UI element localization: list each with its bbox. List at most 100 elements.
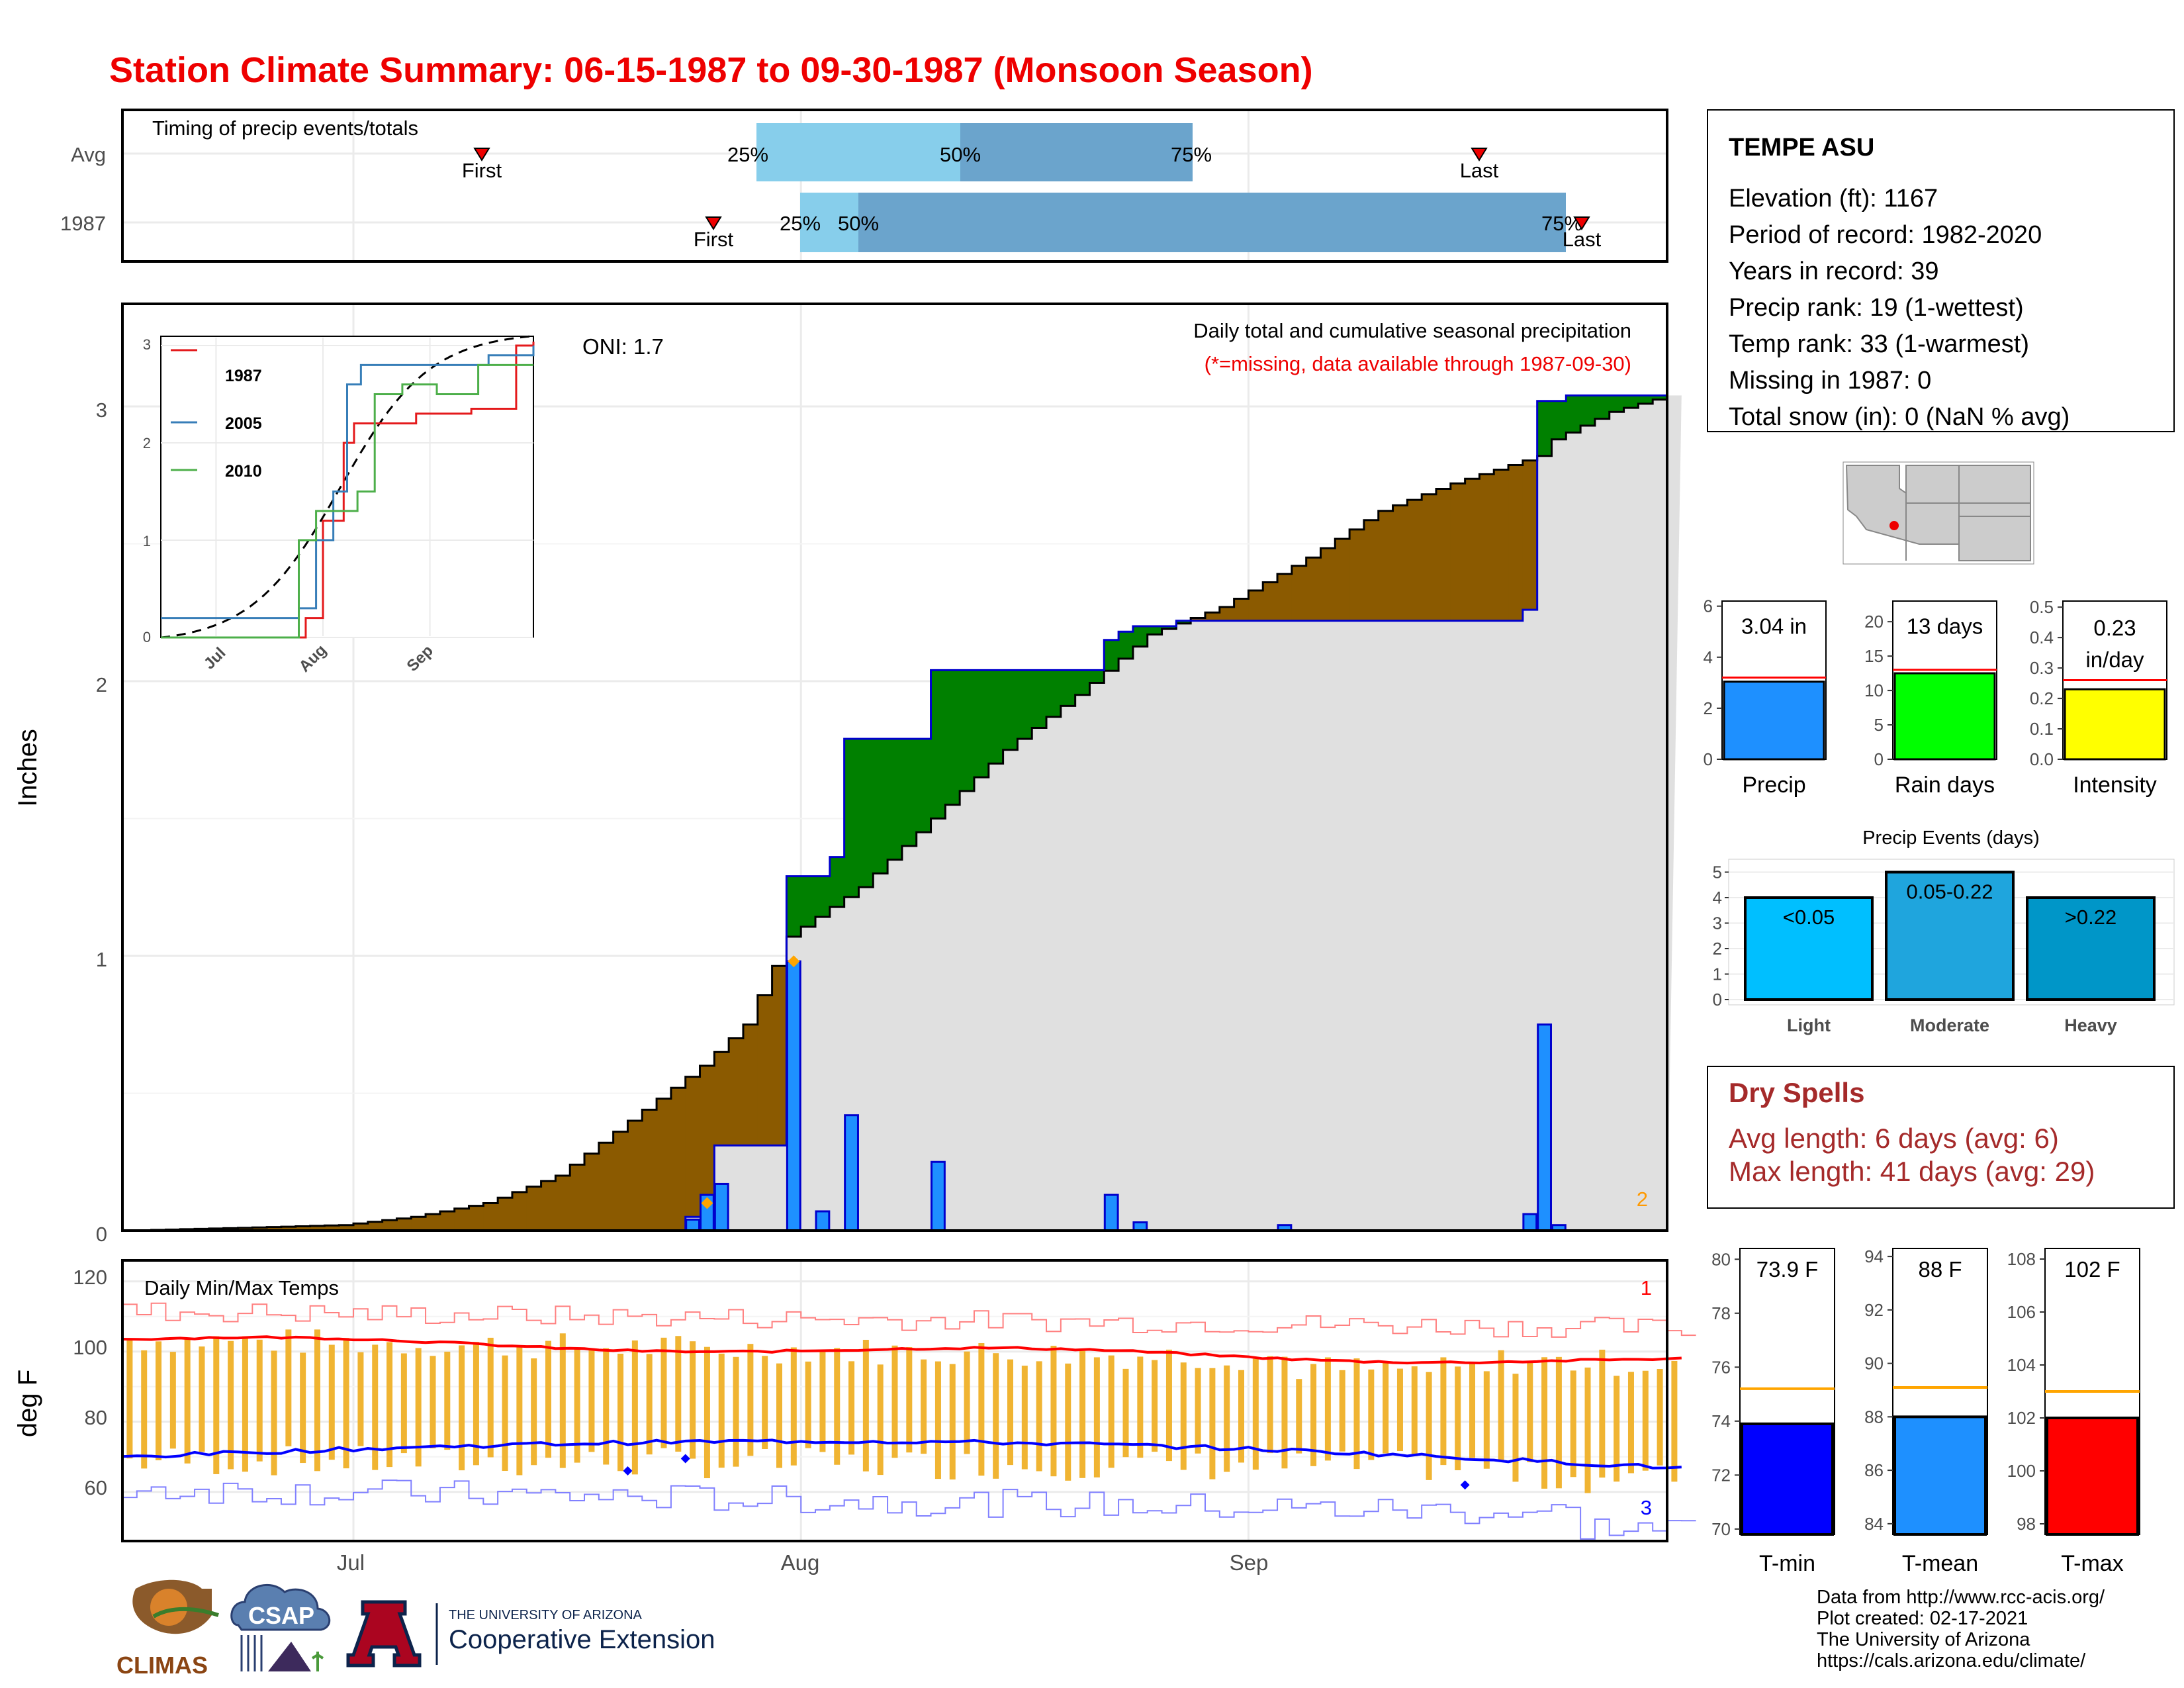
avg-first-marker	[473, 148, 490, 162]
surplus-segment	[1638, 395, 1653, 404]
daily-temp-bar	[199, 1346, 205, 1452]
surplus-segment	[931, 670, 946, 819]
events-tick-label: 5	[1713, 863, 1722, 882]
daily-temp-bar	[430, 1356, 436, 1448]
summary-bar-1	[1893, 672, 1996, 761]
temp-ytick-80: 80	[85, 1406, 107, 1429]
station-line-period: Period of record: 1982-2020	[1729, 221, 2042, 249]
precip-events-chart: Precip Events (days) 0 1 2 3 4 5 <0.05 Light 0.05…	[1713, 827, 2175, 1035]
daily-temp-bar	[1036, 1361, 1042, 1472]
surplus-segment	[1032, 670, 1047, 728]
events-bar-heavy	[2026, 896, 2156, 1001]
daily-temp-bar	[733, 1356, 739, 1467]
ua-line2: Cooperative Extension	[449, 1625, 715, 1654]
deficit-segment	[238, 1227, 253, 1231]
missing-note: (*=missing, data available through 1987-…	[1205, 352, 1631, 375]
deficit-segment	[570, 1164, 585, 1231]
deficit-segment	[1219, 606, 1235, 621]
daily-temp-bar	[1021, 1366, 1028, 1470]
climas-text: CLIMAS	[116, 1652, 208, 1679]
temp-summary-bar-2	[2046, 1417, 2139, 1536]
daily-temp-bar	[1209, 1368, 1216, 1479]
precip-ytick-3: 3	[96, 399, 107, 422]
deficit-segment	[367, 1221, 383, 1231]
summary-tick-label: 0.4	[2030, 628, 2054, 647]
summary-bar-0	[1723, 680, 1825, 761]
summary-label-0: Precip	[1742, 773, 1805, 798]
summary-value-2: 0.23	[2093, 616, 2136, 640]
daily-temp-bar	[790, 1347, 797, 1466]
daily-temp-bar	[1007, 1359, 1014, 1466]
daily-temp-bar	[747, 1344, 754, 1456]
station-box: TEMPE ASU Elevation (ft): 1167 Period of…	[1707, 109, 2175, 432]
footer-line-4: https://cals.arizona.edu/climate/	[1817, 1650, 2086, 1671]
inset-series-2010	[161, 363, 533, 639]
deficit-segment	[729, 1038, 744, 1146]
daily-precip-bar	[1522, 1213, 1538, 1232]
summary-tick-label: 0	[1874, 749, 1884, 769]
surplus-segment	[844, 739, 860, 898]
daily-temp-bar	[357, 1352, 364, 1446]
deficit-segment	[555, 1176, 570, 1231]
legend-label-2005: 2005	[225, 414, 262, 433]
surplus-segment	[786, 876, 801, 937]
daily-temp-bar	[1137, 1356, 1144, 1458]
timing-title: Timing of precip events/totals	[152, 117, 418, 140]
deficit-segment	[310, 1225, 325, 1231]
deficit-segment	[1277, 574, 1293, 621]
deficit-segment	[512, 1192, 527, 1231]
temp-summary-label-2: T-max	[2061, 1551, 2123, 1576]
deficit-segment	[1522, 460, 1538, 610]
daily-normal-marker	[788, 955, 800, 968]
daily-precip-bar	[685, 1218, 701, 1232]
temp-summary-tick-label: 78	[1711, 1303, 1731, 1323]
summary-tick-label: 0.0	[2030, 749, 2054, 769]
daily-temp-bar	[834, 1348, 841, 1465]
surplus-segment	[1609, 395, 1625, 412]
inset-ytick-3: 3	[143, 336, 151, 353]
inset-ytick-1: 1	[143, 533, 151, 549]
timing-row-avg: Avg	[71, 143, 106, 166]
summary-tick-label: 5	[1874, 715, 1884, 735]
timing-row-1987: 1987	[60, 212, 106, 235]
deficit-segment	[1392, 505, 1408, 621]
daily-temp-bar	[1252, 1358, 1259, 1470]
daily-temp-bar	[1050, 1345, 1057, 1477]
deficit-segment	[1320, 548, 1336, 621]
daily-temp-bar	[400, 1353, 407, 1454]
deficit-segment	[700, 1066, 715, 1217]
daily-temp-bar	[1555, 1356, 1562, 1489]
daily-temp-bar	[1108, 1355, 1115, 1468]
deficit-segment	[1407, 500, 1422, 621]
deficit-segment	[685, 1076, 701, 1217]
precip-corner-value: 2	[1637, 1188, 1648, 1211]
y1987-q50-label: 50%	[838, 212, 879, 235]
temp-summary-tick-label: 88	[1864, 1407, 1884, 1427]
summary-tick-label: 20	[1864, 612, 1884, 632]
deficit-segment	[1422, 494, 1437, 621]
surplus-segment	[1147, 626, 1163, 635]
deficit-segment	[426, 1214, 441, 1231]
deficit-segment	[1335, 539, 1350, 621]
daily-temp-bar	[1238, 1370, 1245, 1463]
surplus-segment	[1118, 632, 1134, 659]
deficit-segment	[1508, 465, 1524, 621]
daily-temp-bar	[213, 1336, 220, 1474]
deficit-segment	[642, 1109, 657, 1231]
deficit-segment	[454, 1208, 470, 1231]
events-bar-label: 0.05-0.22	[1907, 880, 1993, 904]
y1987-last-marker	[1573, 216, 1590, 230]
daily-temp-bar	[574, 1348, 580, 1463]
temp-summary-tick-label: 80	[1711, 1249, 1731, 1269]
events-tick-label: 4	[1713, 888, 1722, 908]
station-line-elevation: Elevation (ft): 1167	[1729, 185, 1938, 212]
inset-plot	[160, 335, 535, 639]
daily-temp-bar	[487, 1337, 494, 1458]
daily-temp-bar	[1383, 1361, 1389, 1454]
surplus-segment	[1653, 395, 1668, 400]
surplus-segment	[901, 739, 917, 846]
record-min-line	[122, 1479, 1696, 1540]
temp-summary-tick-label: 106	[2007, 1302, 2036, 1322]
summary-label-1: Rain days	[1895, 773, 1995, 798]
daily-temp-bar	[256, 1339, 263, 1462]
